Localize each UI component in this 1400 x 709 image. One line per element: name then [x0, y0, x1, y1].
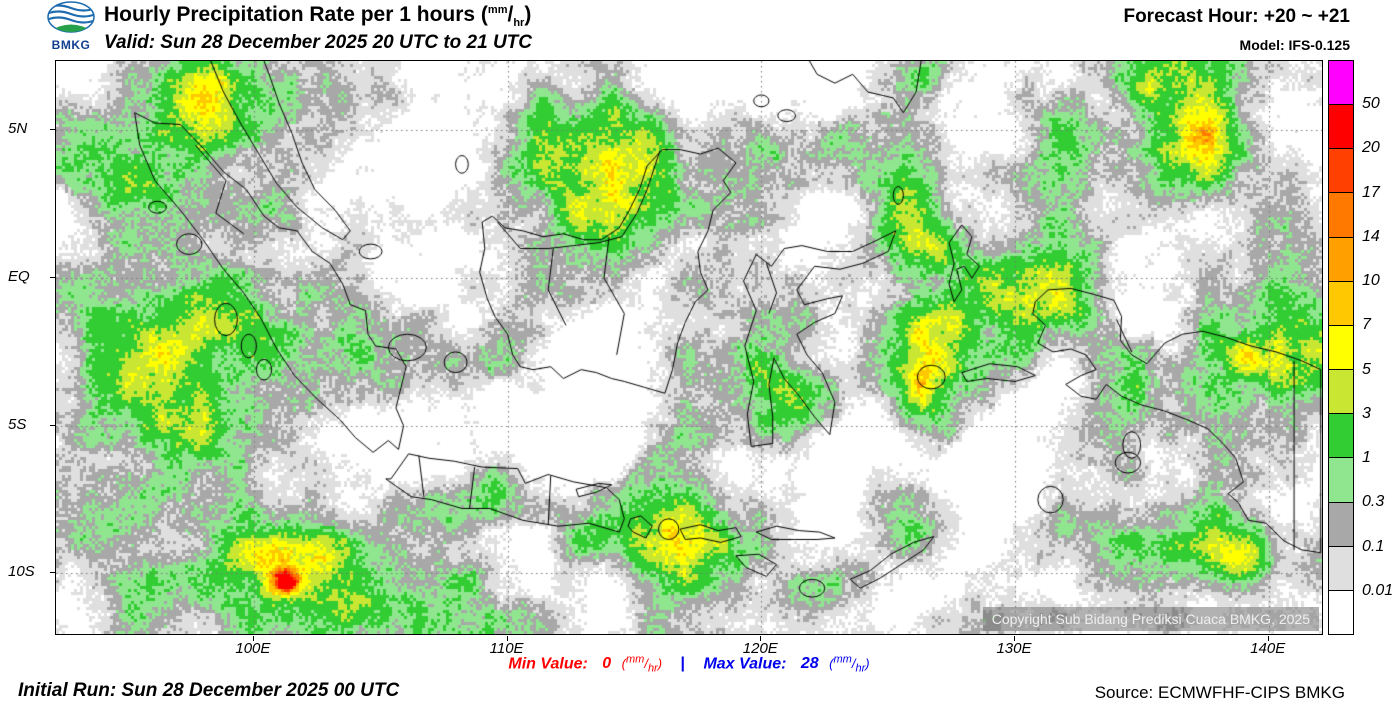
- legend-cell: [1329, 236, 1353, 281]
- map-copyright: Copyright Sub Bidang Prediksi Cuaca BMKG…: [982, 607, 1319, 631]
- min-max-bar: Min Value: 0 (mm/hr) | Max Value: 28 (mm…: [55, 654, 1323, 675]
- lat-label: 10S: [8, 563, 35, 581]
- forecast-hour-label: Forecast Hour: +20 ~ +21: [1123, 6, 1350, 27]
- precipitation-map: Copyright Sub Bidang Prediksi Cuaca BMKG…: [55, 60, 1323, 635]
- legend-cell: [1329, 589, 1353, 635]
- valid-time-label: Valid: Sun 28 December 2025 20 UTC to 21…: [104, 32, 533, 53]
- legend-cell: [1329, 280, 1353, 325]
- lat-tick: [50, 277, 55, 279]
- max-value-label: Max Value:: [703, 655, 787, 673]
- legend-label: 7: [1362, 316, 1371, 334]
- source-label: Source: ECMWFHF-CIPS BMKG: [1094, 683, 1345, 702]
- initial-run-label: Initial Run: Sun 28 December 2025 00 UTC: [18, 680, 400, 701]
- lon-tick: [1014, 636, 1015, 641]
- model-label: Model: IFS-0.125: [1239, 37, 1350, 53]
- lat-label: 5S: [8, 415, 27, 433]
- legend-cell: [1329, 148, 1353, 193]
- legend-cell: [1329, 545, 1353, 590]
- lon-tick: [506, 636, 508, 641]
- lon-label: 120E: [742, 640, 778, 657]
- legend-cell: [1329, 61, 1353, 105]
- min-value-label: Min Value:: [508, 655, 588, 673]
- lon-label: 130E: [996, 640, 1032, 657]
- lat-tick: [50, 572, 55, 574]
- legend-label: 20: [1362, 139, 1380, 157]
- max-value-unit: (mm/hr): [829, 654, 870, 675]
- min-max-separator: |: [680, 655, 685, 673]
- legend-cell: [1329, 324, 1353, 370]
- legend-cell: [1329, 413, 1353, 458]
- legend-label: 14: [1362, 227, 1380, 245]
- legend-label: 50: [1362, 95, 1380, 113]
- legend-cell: [1329, 501, 1353, 546]
- legend-label: 10: [1362, 272, 1380, 290]
- lon-tick: [760, 636, 762, 641]
- lat-tick: [50, 424, 55, 426]
- precipitation-map-canvas: [56, 61, 1322, 634]
- legend-cell: [1329, 369, 1353, 414]
- legend-label: 3: [1362, 404, 1371, 422]
- legend-colorbar: [1328, 60, 1354, 635]
- legend-label: 0.1: [1362, 537, 1385, 555]
- bmkg-logo: BMKG: [44, 1, 98, 52]
- bmkg-logo-label: BMKG: [51, 38, 91, 52]
- legend-label: 5: [1362, 360, 1371, 378]
- legend-label: 0.3: [1362, 493, 1385, 511]
- lat-tick: [50, 129, 55, 131]
- legend-label: 0.01: [1362, 581, 1394, 599]
- lon-tick: [252, 636, 254, 641]
- lon-tick: [1267, 636, 1269, 641]
- lat-label: EQ: [8, 268, 30, 286]
- lon-label: 110E: [489, 640, 524, 657]
- lon-label: 100E: [235, 640, 271, 657]
- lat-label: 5N: [8, 120, 28, 138]
- legend-cell: [1329, 104, 1353, 149]
- page-title: Hourly Precipitation Rate per 1 hours (m…: [104, 3, 532, 30]
- legend-labels: 50 20 17 14 10 7 5 3 1 0.3 0.1 0.01: [1362, 60, 1400, 635]
- bmkg-logo-icon: [47, 1, 95, 33]
- lon-label: 140E: [1250, 640, 1286, 657]
- legend-label: 17: [1362, 183, 1380, 201]
- legend-cell: [1329, 192, 1353, 237]
- max-value: 28: [800, 655, 819, 673]
- min-value-unit: (mm/hr): [621, 654, 663, 675]
- legend-cell: [1329, 457, 1353, 502]
- min-value: 0: [602, 655, 612, 673]
- legend-label: 1: [1362, 449, 1371, 467]
